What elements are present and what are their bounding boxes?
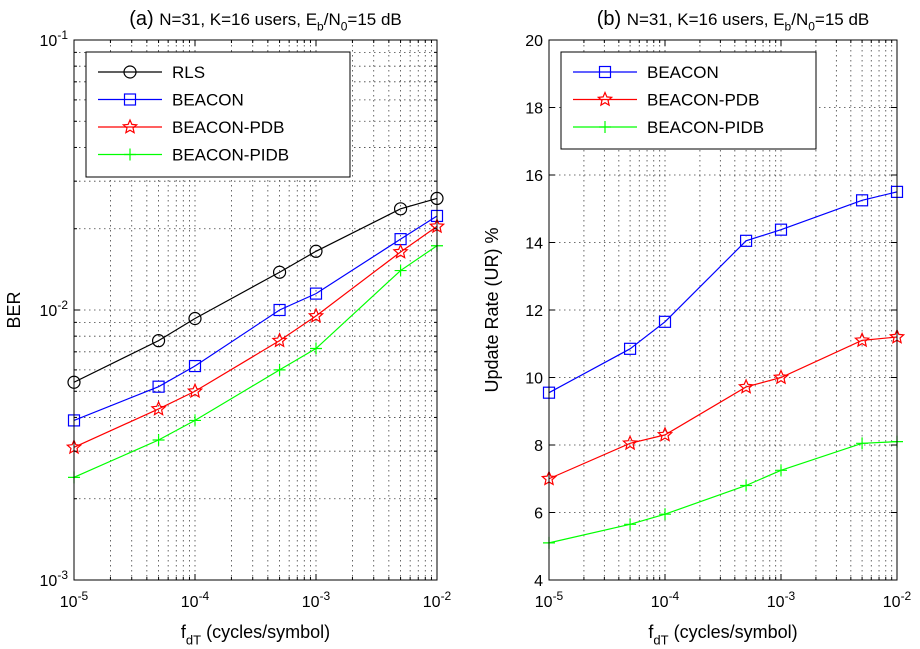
data-point xyxy=(856,437,869,450)
y-tick-label: 14 xyxy=(525,236,543,253)
x-axis-label: fdT​ (cycles/symbol) xyxy=(648,622,797,647)
legend-marker xyxy=(599,121,611,133)
y-axis-label: Update Rate (UR) % xyxy=(482,227,502,392)
data-point xyxy=(853,331,871,348)
x-tick-label: 10-2​ xyxy=(423,589,452,611)
chart-a: 10-5​ 10-4​ 10-3​ 10-2​ 10-3​ 10-2​ 10-1​ fdT​ … xyxy=(4,8,452,647)
legend-entry: BEACON xyxy=(98,91,244,110)
ticks xyxy=(73,39,438,581)
data-point xyxy=(273,303,286,317)
x-tick-label: 10-3​ xyxy=(302,589,331,611)
y-tick-label: 10-2​ xyxy=(40,298,69,320)
legend-marker xyxy=(598,65,612,79)
x-tick-label: 10-4​ xyxy=(181,589,210,611)
series-beacon xyxy=(542,185,904,399)
y-tick-label: 10-1​ xyxy=(40,28,69,50)
y-tick-label: 8 xyxy=(534,438,543,455)
data-point xyxy=(740,479,753,492)
data-point xyxy=(623,342,637,355)
legend-label: BEACON-PDB xyxy=(647,91,759,110)
data-point xyxy=(188,359,202,373)
series-line xyxy=(548,336,898,480)
data-point xyxy=(739,234,753,247)
data-point xyxy=(393,202,408,216)
data-point xyxy=(189,414,201,427)
legend-marker xyxy=(123,65,137,79)
legend-label: BEACON-PIDB xyxy=(647,118,764,137)
legend-marker xyxy=(123,93,137,106)
legend-label: BEACON xyxy=(172,91,244,110)
x-tick-label: 10-5​ xyxy=(535,589,564,611)
data-point xyxy=(271,332,288,348)
legend-entry: BEACON-PIDB xyxy=(98,146,289,165)
x-tick-label: 10-3​ xyxy=(767,589,796,611)
data-point xyxy=(188,311,202,326)
data-point xyxy=(775,464,787,477)
y-tick-label: 4 xyxy=(534,573,543,590)
data-point xyxy=(309,244,323,258)
y-tick-label: 16 xyxy=(525,168,543,185)
data-point xyxy=(855,194,869,207)
series-beacon-pdb xyxy=(65,217,446,455)
data-point xyxy=(394,264,407,277)
data-point xyxy=(772,368,790,385)
y-tick-label: 20 xyxy=(525,33,543,50)
legend-marker xyxy=(596,90,614,107)
chart-b: 10-5​ 10-4​ 10-3​ 10-2​ 4 6 8 10 12 14 16 18 20 fdT​ … xyxy=(482,8,912,647)
y-tick-label: 6 xyxy=(534,506,543,523)
data-point xyxy=(272,265,287,279)
series-line xyxy=(548,191,898,394)
data-point xyxy=(737,378,755,394)
y-tick-label: 18 xyxy=(525,101,543,118)
data-point xyxy=(621,434,639,451)
data-point xyxy=(307,307,325,323)
legend-label: BEACON xyxy=(647,63,719,82)
legend-marker xyxy=(121,118,139,134)
chart-title: (b) N=31, K=16 users, Eb​/N0​=15 dB xyxy=(597,8,870,34)
legend-box xyxy=(560,51,817,150)
ticks xyxy=(548,39,898,581)
legend-entry: BEACON xyxy=(573,63,719,82)
legend-label: BEACON-PDB xyxy=(172,118,284,137)
x-tick-label: 10-2​ xyxy=(883,589,912,611)
data-point xyxy=(658,315,672,328)
series-line xyxy=(73,225,438,448)
data-point xyxy=(150,400,167,416)
x-axis-label: fdT​ (cycles/symbol) xyxy=(181,622,330,647)
data-point xyxy=(392,243,409,259)
data-point xyxy=(310,342,322,355)
legend-entry: BEACON-PDB xyxy=(98,118,284,137)
y-tick-label: 10 xyxy=(525,371,543,388)
data-point xyxy=(624,518,637,531)
data-point xyxy=(774,223,788,236)
y-tick-label: 10-3​ xyxy=(40,568,69,590)
data-point xyxy=(186,382,204,399)
legend-entry: RLS xyxy=(98,63,205,82)
series-line xyxy=(73,197,438,383)
x-tick-label: 10-4​ xyxy=(651,589,680,611)
data-point xyxy=(309,287,323,300)
data-point xyxy=(273,363,286,376)
legend: RLS BEACON BEACON-PDB BEACON-PIDB xyxy=(85,51,351,178)
legend-entry: BEACON-PIDB xyxy=(573,118,764,137)
data-point xyxy=(152,434,165,447)
chart-title: (a) N=31, K=16 users, Eb​/N0​=15 dB xyxy=(129,8,402,34)
data-point xyxy=(151,334,166,348)
data-point xyxy=(656,426,674,442)
legend-label: RLS xyxy=(172,63,205,82)
legend-marker xyxy=(124,148,136,161)
legend-label: BEACON-PIDB xyxy=(172,146,289,165)
x-tick-label: 10-5​ xyxy=(60,589,89,611)
data-point xyxy=(659,508,671,521)
legend: BEACON BEACON-PDB BEACON-PIDB xyxy=(560,51,817,150)
legend-entry: BEACON-PDB xyxy=(573,91,759,110)
y-axis-label: BER xyxy=(4,291,24,328)
series-line xyxy=(73,215,438,421)
y-tick-label: 12 xyxy=(525,303,543,320)
data-point xyxy=(152,380,165,393)
